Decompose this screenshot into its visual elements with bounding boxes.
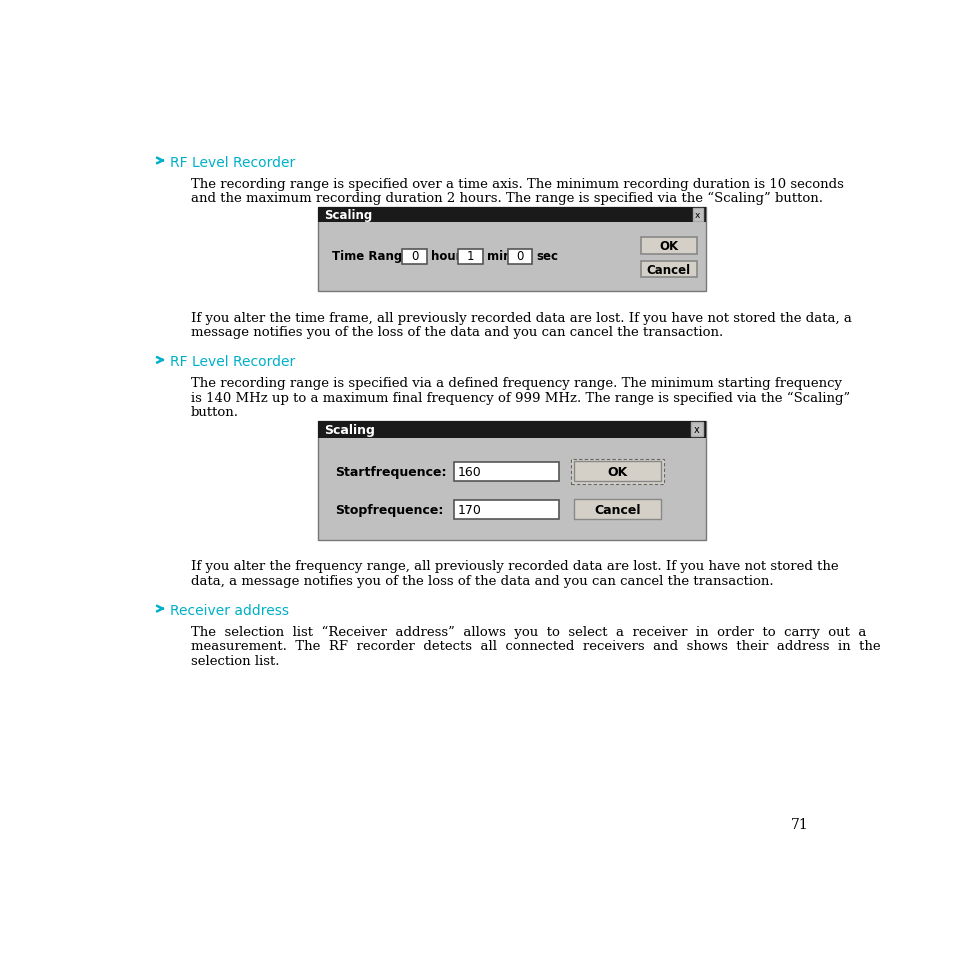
Bar (318, 421, 705, 438)
Text: x: x (695, 211, 700, 219)
Text: Receiver address: Receiver address (171, 603, 289, 618)
Bar (574, 499, 660, 519)
Text: Time Range:: Time Range: (332, 250, 416, 262)
Bar (454, 463, 558, 481)
Text: Scaling: Scaling (323, 209, 372, 222)
Text: 0: 0 (516, 251, 523, 263)
Text: Cancel: Cancel (646, 263, 690, 276)
Bar (318, 208, 705, 223)
Text: min: min (486, 250, 511, 262)
Text: 160: 160 (457, 465, 481, 478)
Text: and the maximum recording duration 2 hours. The range is specified via the “Scal: and the maximum recording duration 2 hou… (191, 193, 821, 205)
Bar (402, 250, 427, 265)
Text: OK: OK (607, 465, 627, 478)
Text: 71: 71 (790, 818, 808, 831)
Text: 170: 170 (457, 503, 481, 517)
Text: The recording range is specified via a defined frequency range. The minimum star: The recording range is specified via a d… (191, 376, 841, 390)
Text: hour: hour (431, 250, 461, 262)
Bar (571, 459, 663, 484)
Text: x: x (694, 425, 700, 435)
Text: data, a message notifies you of the loss of the data and you can cancel the tran: data, a message notifies you of the loss… (191, 575, 772, 587)
Bar (318, 421, 705, 540)
Bar (574, 462, 660, 482)
Text: If you alter the time frame, all previously recorded data are lost. If you have : If you alter the time frame, all previou… (191, 312, 850, 324)
Bar (691, 423, 702, 436)
Text: is 140 MHz up to a maximum final frequency of 999 MHz. The range is specified vi: is 140 MHz up to a maximum final frequen… (191, 392, 849, 404)
Bar (507, 250, 532, 265)
Bar (318, 208, 705, 292)
Bar (692, 209, 702, 221)
Bar (454, 500, 558, 519)
Text: selection list.: selection list. (191, 655, 279, 667)
Bar (640, 261, 696, 278)
Bar (640, 238, 696, 255)
Text: The  selection  list  “Receiver  address”  allows  you  to  select  a  receiver : The selection list “Receiver address” al… (191, 625, 865, 639)
Text: RF Level Recorder: RF Level Recorder (171, 355, 295, 369)
Text: 0: 0 (411, 251, 417, 263)
Text: 1: 1 (466, 251, 474, 263)
Text: sec: sec (536, 250, 558, 262)
Bar (457, 250, 482, 265)
Text: Scaling: Scaling (323, 423, 375, 436)
Text: Startfrequence:: Startfrequence: (335, 465, 447, 478)
Text: measurement.  The  RF  recorder  detects  all  connected  receivers  and  shows : measurement. The RF recorder detects all… (191, 639, 880, 653)
Text: OK: OK (659, 240, 678, 253)
Text: message notifies you of the loss of the data and you can cancel the transaction.: message notifies you of the loss of the … (191, 326, 722, 339)
Text: Stopfrequence:: Stopfrequence: (335, 503, 443, 517)
Text: The recording range is specified over a time axis. The minimum recording duratio: The recording range is specified over a … (191, 177, 842, 191)
Text: Cancel: Cancel (594, 503, 640, 517)
Text: RF Level Recorder: RF Level Recorder (171, 156, 295, 170)
Text: If you alter the frequency range, all previously recorded data are lost. If you : If you alter the frequency range, all pr… (191, 559, 838, 573)
Text: button.: button. (191, 406, 238, 419)
